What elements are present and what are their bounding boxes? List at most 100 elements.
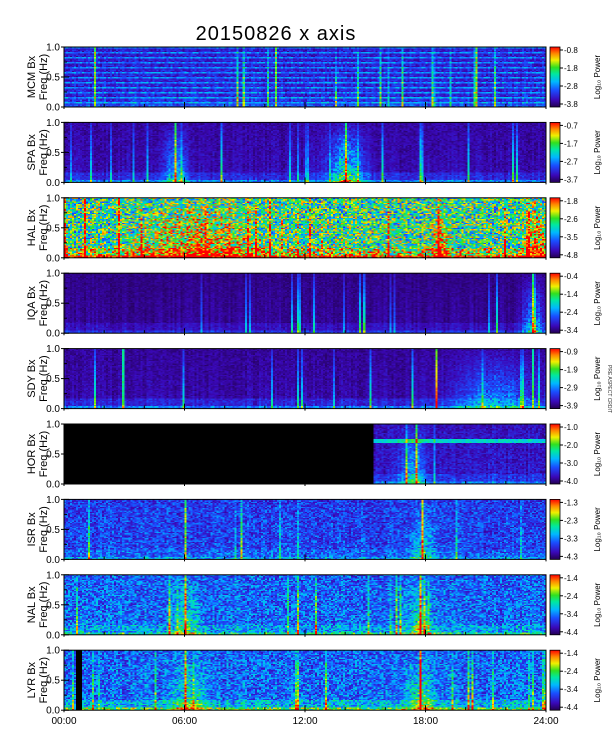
x-tick-label: 06:00	[172, 716, 197, 727]
freq-axis-label: Freq (Hz)	[38, 657, 50, 703]
colorbar-tick-label: -2.9	[564, 384, 578, 393]
y-tick-label: 0.5	[46, 223, 60, 234]
colorbar-isr	[549, 498, 561, 560]
panel-lyr: 0.0 0.5 1.0 LYR Bx Freq (Hz) -1.4 -2.4 -3.4 -4.4…	[26, 646, 602, 717]
panel-isr: 0.0 0.5 1.0 ISR Bx Freq (Hz) -1.3 -2.3 -3.3 -4.3…	[26, 495, 602, 566]
y-tick-label: 0.5	[46, 525, 60, 536]
y-tick-label: 1.0	[46, 495, 60, 506]
colorbar-tick-label: -3.7	[564, 175, 578, 184]
colorbar-tick-label: -1.4	[564, 649, 578, 658]
panel-nal: 0.0 0.5 1.0 NAL Bx Freq (Hz) -1.4 -2.4 -3.4 -4.4…	[26, 570, 602, 641]
colorbar-tick-label: -3.4	[564, 685, 578, 694]
colorbar-label: Log₁₀ Power	[593, 582, 602, 627]
station-label: IQA Bx	[26, 286, 38, 321]
colorbar-tick-label: -1.3	[564, 498, 578, 507]
colorbar-iqa	[549, 272, 561, 334]
y-tick-label: 1.0	[46, 344, 60, 355]
station-label: NAL Bx	[26, 586, 38, 623]
spectrogram-hal	[64, 197, 546, 258]
colorbar-tick-label: -3.5	[564, 233, 578, 242]
y-tick-label: 0.5	[46, 676, 60, 687]
y-tick-label: 0.0	[46, 178, 60, 189]
panel-hor: 0.0 0.5 1.0 HOR Bx Freq (Hz) -1.0 -2.0 -3.0 -4.0…	[26, 420, 602, 491]
colorbar-tick-label: -3.0	[564, 459, 578, 468]
colorbar-tick-label: -3.8	[564, 100, 578, 109]
y-tick-label: 0.5	[46, 600, 60, 611]
colorbar-tick-label: -2.0	[564, 441, 578, 450]
y-tick-label: 0.5	[46, 450, 60, 461]
y-tick-label: 0.5	[46, 148, 60, 159]
spectrogram-iqa	[64, 273, 546, 334]
y-tick-label: 1.0	[46, 269, 60, 280]
colorbar-tick-label: -2.4	[564, 308, 578, 317]
colorbar-nal	[549, 574, 561, 636]
colorbar-tick-label: -3.3	[564, 534, 578, 543]
colorbar-label: Log₁₀ Power	[593, 356, 602, 401]
colorbar-hor	[549, 423, 561, 485]
panel-iqa: 0.0 0.5 1.0 IQA Bx Freq (Hz) -0.4 -1.4 -2.4 -3.4…	[26, 269, 602, 340]
colorbar-sdy	[549, 348, 561, 410]
spectrogram-mcm	[64, 47, 546, 107]
y-tick-label: 1.0	[46, 570, 60, 581]
colorbar-tick-label: -4.4	[564, 628, 578, 637]
freq-axis-label: Freq (Hz)	[38, 431, 50, 477]
y-tick-label: 0.0	[46, 706, 60, 717]
x-axis-labels: 00:00 06:00 12:00 18:00 24:00	[51, 716, 558, 727]
freq-axis-label: Freq (Hz)	[38, 205, 50, 251]
panel-hal: 0.0 0.5 1.0 HAL Bx Freq (Hz) -1.8 -2.6 -3.5 -4.8…	[26, 193, 602, 264]
y-tick-label: 0.5	[46, 374, 60, 385]
station-label: SDY Bx	[26, 359, 38, 398]
station-label: HOR Bx	[26, 433, 38, 474]
station-label: HAL Bx	[26, 209, 38, 246]
colorbar-tick-label: -1.9	[564, 366, 578, 375]
colorbar-tick-label: -2.4	[564, 667, 578, 676]
station-label: ISR Bx	[26, 512, 38, 547]
y-tick-label: 1.0	[46, 646, 60, 657]
colorbar-tick-label: -3.4	[564, 610, 578, 619]
y-tick-label: 0.0	[46, 404, 60, 415]
spectrogram-lyr	[64, 650, 546, 711]
y-tick-label: 1.0	[46, 118, 60, 129]
colorbar-label: Log₁₀ Power	[593, 205, 602, 250]
colorbar-tick-label: -4.3	[564, 552, 578, 561]
freq-axis-label: Freq (Hz)	[38, 280, 50, 326]
colorbar-tick-label: -2.6	[564, 215, 578, 224]
colorbar-tick-label: -2.4	[564, 592, 578, 601]
colorbar-tick-label: -1.7	[564, 139, 578, 148]
spectrogram-nal	[64, 574, 546, 635]
x-tick-label: 00:00	[51, 716, 76, 727]
colorbar-tick-label: -0.9	[564, 348, 578, 357]
y-tick-label: 1.0	[46, 193, 60, 204]
y-tick-label: 1.0	[46, 420, 60, 431]
colorbar-tick-label: -0.8	[564, 46, 578, 55]
colorbar-tick-label: -1.4	[564, 290, 578, 299]
panel-spa: 0.0 0.5 1.0 SPA Bx Freq (Hz) -0.7 -1.7 -2.7 -3.7…	[26, 118, 602, 189]
y-tick-label: 0.0	[46, 103, 60, 114]
spectrogram-sdy	[64, 348, 546, 409]
y-tick-label: 1.0	[46, 43, 60, 54]
spectrogram-spa	[64, 122, 546, 183]
colorbar-tick-label: -0.4	[564, 272, 578, 281]
spectrogram-isr	[64, 499, 546, 560]
freq-axis-label: Freq (Hz)	[38, 54, 50, 100]
station-label: SPA Bx	[26, 134, 38, 171]
colorbar-mcm	[549, 46, 561, 108]
freq-axis-label: Freq (Hz)	[38, 355, 50, 401]
y-tick-label: 0.0	[46, 480, 60, 491]
x-tick-label: 18:00	[413, 716, 438, 727]
colorbar-label: Log₁₀ Power	[593, 432, 602, 477]
colorbar-tick-label: -2.8	[564, 82, 578, 91]
y-tick-label: 0.5	[46, 73, 60, 84]
colorbar-tick-label: -1.4	[564, 574, 578, 583]
station-label: MCM Bx	[26, 55, 38, 98]
colorbar-lyr	[549, 649, 561, 711]
colorbar-label: Log₁₀ Power	[593, 130, 602, 175]
colorbar-tick-label: -1.0	[564, 423, 578, 432]
colorbar-tick-label: -2.3	[564, 516, 578, 525]
colorbar-label: Log₁₀ Power	[593, 507, 602, 552]
panel-mcm: 0.0 0.5 1.0 MCM Bx Freq (Hz) -0.8 -1.8 -2.8 -3.8…	[26, 43, 602, 114]
colorbar-tick-label: -4.8	[564, 251, 578, 260]
y-tick-label: 0.0	[46, 555, 60, 566]
